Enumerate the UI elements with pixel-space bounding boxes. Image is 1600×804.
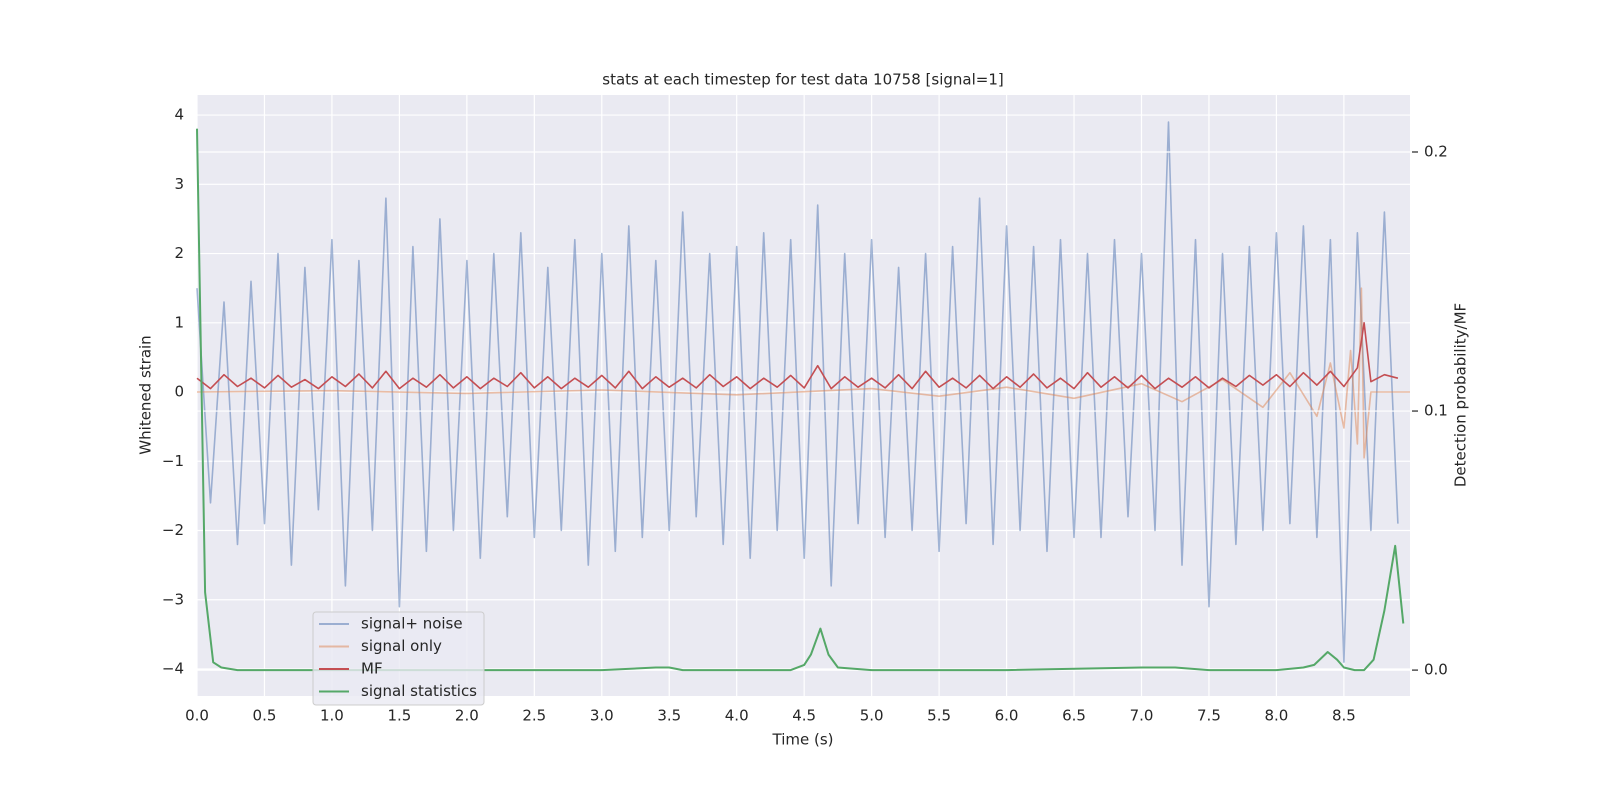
series-line: [196, 287, 1410, 459]
y2-axis-label: Detection probability/MF: [1452, 303, 1470, 487]
x-tick-label: 1.5: [387, 707, 411, 725]
x-tick-label: 2.0: [455, 707, 479, 725]
legend-label: signal+ noise: [361, 615, 463, 633]
legend-label: MF: [361, 660, 383, 678]
x-tick-label: 7.0: [1130, 707, 1154, 725]
x-tick-label: 2.5: [522, 707, 546, 725]
legend-label: signal only: [361, 637, 442, 655]
y2-tick-label: 0.1: [1424, 402, 1448, 420]
y-tick-label: −3: [162, 590, 184, 608]
y2-tick-label: 0.0: [1424, 661, 1448, 679]
series-line: [196, 322, 1399, 390]
x-tick-label: 5.0: [860, 707, 884, 725]
x-tick-label: 4.0: [725, 707, 749, 725]
legend-label: signal statistics: [361, 682, 477, 700]
y-tick-label: −2: [162, 521, 184, 539]
y-axis-label: Whitened strain: [137, 335, 155, 454]
x-tick-label: 8.0: [1264, 707, 1288, 725]
x-tick-label: 3.0: [590, 707, 614, 725]
x-tick-label: 4.5: [792, 707, 816, 725]
y-tick-label: 2: [174, 244, 184, 262]
x-tick-label: 1.0: [320, 707, 344, 725]
x-tick-label: 6.0: [995, 707, 1019, 725]
x-tick-label: 3.5: [657, 707, 681, 725]
plot-area: [197, 95, 1410, 696]
y-tick-label: 1: [174, 313, 184, 331]
x-tick-label: 6.5: [1062, 707, 1086, 725]
y-tick-label: −4: [162, 659, 184, 677]
x-tick-label: 0.0: [185, 707, 209, 725]
x-tick-label: 7.5: [1197, 707, 1221, 725]
legend-box: [312, 611, 485, 706]
y-tick-label: 4: [174, 106, 184, 124]
x-axis-label: Time (s): [772, 731, 834, 749]
chart-title: stats at each timestep for test data 107…: [602, 71, 1003, 89]
x-tick-label: 5.5: [927, 707, 951, 725]
y-tick-label: 3: [174, 175, 184, 193]
y2-tick-label: 0.2: [1424, 142, 1448, 160]
series-line: [196, 121, 1399, 663]
x-tick-label: 8.5: [1332, 707, 1356, 725]
y-tick-label: 0: [174, 383, 184, 401]
x-tick-label: 0.5: [253, 707, 277, 725]
y-tick-label: −1: [162, 452, 184, 470]
